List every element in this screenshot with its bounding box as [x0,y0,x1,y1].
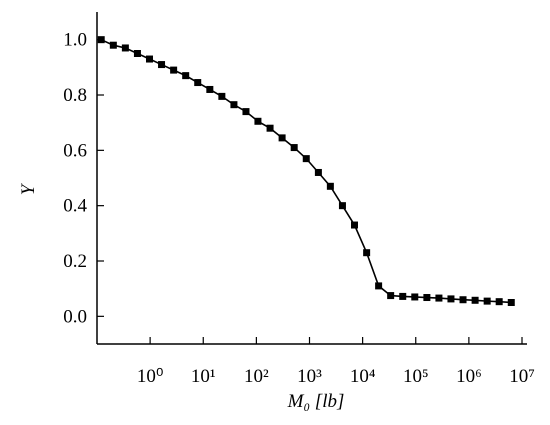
marker [218,92,226,100]
marker [97,36,105,44]
marker [507,299,515,306]
marker [133,50,141,57]
marker [158,61,166,69]
marker [145,55,153,63]
marker [326,182,334,190]
marker [375,282,383,290]
y-tick-label: 0.6 [63,140,87,161]
x-tick-label: 10³ [297,366,322,387]
series-line [100,38,512,304]
marker [435,294,443,302]
y-tick-label: 0.2 [63,251,87,272]
marker [399,292,407,300]
x-tick-label: 10⁵ [403,366,429,387]
marker [194,79,202,87]
x-tick-label: 10⁶ [456,366,482,387]
marker [447,295,455,303]
marker [350,221,358,229]
marker [314,168,322,176]
marker [387,292,395,300]
marker [182,72,190,80]
x-tick-label: 10⁴ [350,366,376,387]
x-axis-label: M₀ [lb] [287,391,345,412]
marker [170,66,178,74]
marker [109,41,117,49]
marker [495,298,503,306]
marker [302,155,310,163]
x-tick-label: 10⁷ [509,366,535,387]
y-tick-label: 0.4 [63,196,87,217]
marker [290,144,298,152]
marker [266,124,274,132]
x-tick-label: 10⁰ [137,366,164,387]
marker [363,249,371,257]
y-axis-label: Y [18,182,39,195]
marker [483,297,491,305]
marker [411,293,419,301]
y-tick-label: 1.0 [63,30,87,51]
marker [423,294,431,302]
marker [254,117,262,125]
marker [230,101,238,109]
x-tick-label: 10¹ [191,366,216,387]
marker [459,296,467,304]
marker [338,202,346,210]
marker [206,85,214,93]
marker [278,134,286,142]
marker [242,108,250,116]
marker [121,44,129,52]
x-tick-label: 10² [244,366,269,387]
marker [471,296,479,304]
y-tick-label: 0.0 [63,306,87,327]
y-tick-label: 0.8 [63,85,87,106]
